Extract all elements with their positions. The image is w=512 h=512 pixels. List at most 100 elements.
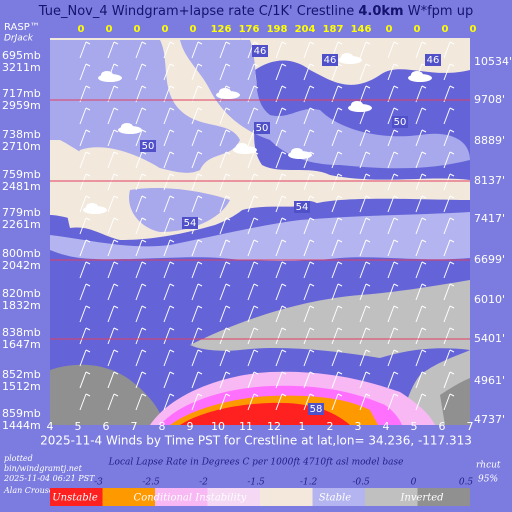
- altitude-m-label: 1832m: [2, 299, 41, 312]
- wind-barb: [141, 85, 147, 89]
- wind-barb: [337, 195, 343, 199]
- wind-barb: [191, 195, 199, 213]
- wind-barb: [225, 261, 231, 265]
- wind-barb: [331, 173, 339, 191]
- wind-barb: [107, 393, 115, 411]
- wind-barb: [169, 327, 175, 331]
- wind-barb: [79, 41, 87, 59]
- wind-barb: [85, 283, 91, 287]
- wind-barb: [365, 239, 371, 243]
- wind-barb: [281, 63, 287, 67]
- wind-barb: [415, 41, 423, 59]
- wind-barb: [281, 371, 287, 375]
- wind-barb: [247, 305, 255, 323]
- wind-barb: [421, 371, 427, 375]
- wind-barb: [197, 195, 203, 199]
- wind-barb: [219, 349, 227, 367]
- legend-swatch: [102, 488, 155, 506]
- wind-barb: [191, 85, 199, 103]
- wind-barb: [135, 261, 143, 279]
- altitude-m-label: 2710m: [2, 140, 41, 153]
- pressure-label: 800mb: [2, 247, 41, 260]
- wind-barb: [359, 85, 367, 103]
- contour-label: 50: [256, 123, 269, 134]
- wstar-value: 0: [414, 24, 421, 35]
- wind-barb: [449, 151, 455, 155]
- wind-barb: [337, 217, 343, 221]
- legend-tick: -0.5: [352, 478, 370, 488]
- wind-barb: [281, 85, 287, 89]
- wind-barb: [303, 349, 311, 367]
- pressure-label: 695mb: [2, 49, 41, 62]
- wind-barb: [393, 349, 399, 353]
- wind-barb: [337, 107, 343, 111]
- wind-barb: [387, 371, 395, 389]
- x-tick-label: 5: [411, 420, 418, 433]
- legend-name: Unstable: [52, 493, 98, 504]
- wind-barb: [421, 195, 427, 199]
- wind-barb: [331, 393, 339, 411]
- legend-swatch: [365, 488, 418, 506]
- wind-barb: [169, 107, 175, 111]
- contour-label-box: [294, 201, 310, 213]
- wind-barb: [275, 195, 283, 213]
- wind-barb: [141, 107, 147, 111]
- legend-swatch: [155, 488, 208, 506]
- wind-barb: [197, 217, 203, 221]
- wind-barb: [113, 173, 119, 177]
- wind-barb: [393, 85, 399, 89]
- wind-barb: [303, 261, 311, 279]
- wind-barb: [163, 41, 171, 59]
- wind-barb: [303, 393, 311, 411]
- wind-barb: [281, 393, 287, 397]
- wstar-value: 176: [239, 24, 260, 35]
- wind-barb: [197, 261, 203, 265]
- wind-barb: [219, 239, 227, 257]
- wind-barb: [449, 217, 455, 221]
- wind-barb: [415, 305, 423, 323]
- wind-barb: [219, 283, 227, 301]
- wind-barb: [85, 173, 91, 177]
- wind-barb: [393, 107, 399, 111]
- wind-barb: [219, 393, 227, 411]
- pressure-label: 852mb: [2, 368, 41, 381]
- wind-barb: [365, 107, 371, 111]
- legend-name: Inverted: [399, 493, 443, 504]
- wind-barb: [275, 107, 283, 125]
- wind-barb: [365, 85, 371, 89]
- wstar-value: 204: [295, 24, 316, 35]
- wind-barb: [141, 305, 147, 309]
- altitude-m-label: 2042m: [2, 259, 41, 272]
- wind-barb: [135, 195, 143, 213]
- x-tick-label: 6: [439, 420, 446, 433]
- wind-barb: [393, 41, 399, 45]
- wind-barb: [197, 151, 203, 155]
- wind-barb: [331, 129, 339, 147]
- wind-barb: [281, 239, 287, 243]
- brand: RASP™: [4, 22, 40, 33]
- wind-barb: [337, 85, 343, 89]
- wind-barb: [387, 173, 395, 191]
- region: [440, 378, 470, 425]
- wind-barb: [387, 261, 395, 279]
- wind-barb: [449, 371, 455, 375]
- wind-barb: [219, 129, 227, 147]
- contour-label: 46: [427, 55, 440, 66]
- pressure-label: 779mb: [2, 206, 41, 219]
- wind-barb: [191, 63, 199, 81]
- wind-barb: [303, 129, 311, 147]
- wind-barb: [449, 239, 455, 243]
- wind-barb: [303, 371, 311, 389]
- wind-barb: [79, 393, 87, 411]
- altitude-ft-label: 4737': [474, 413, 505, 426]
- wind-barb: [443, 129, 451, 147]
- wind-barb: [79, 261, 87, 279]
- wind-barb: [107, 129, 115, 147]
- contour-label: 54: [296, 202, 309, 213]
- wind-barb: [359, 371, 367, 389]
- wind-barb: [135, 217, 143, 235]
- wind-barb: [331, 63, 339, 81]
- wind-barb: [443, 283, 451, 301]
- rh-label: rhcut: [476, 461, 501, 471]
